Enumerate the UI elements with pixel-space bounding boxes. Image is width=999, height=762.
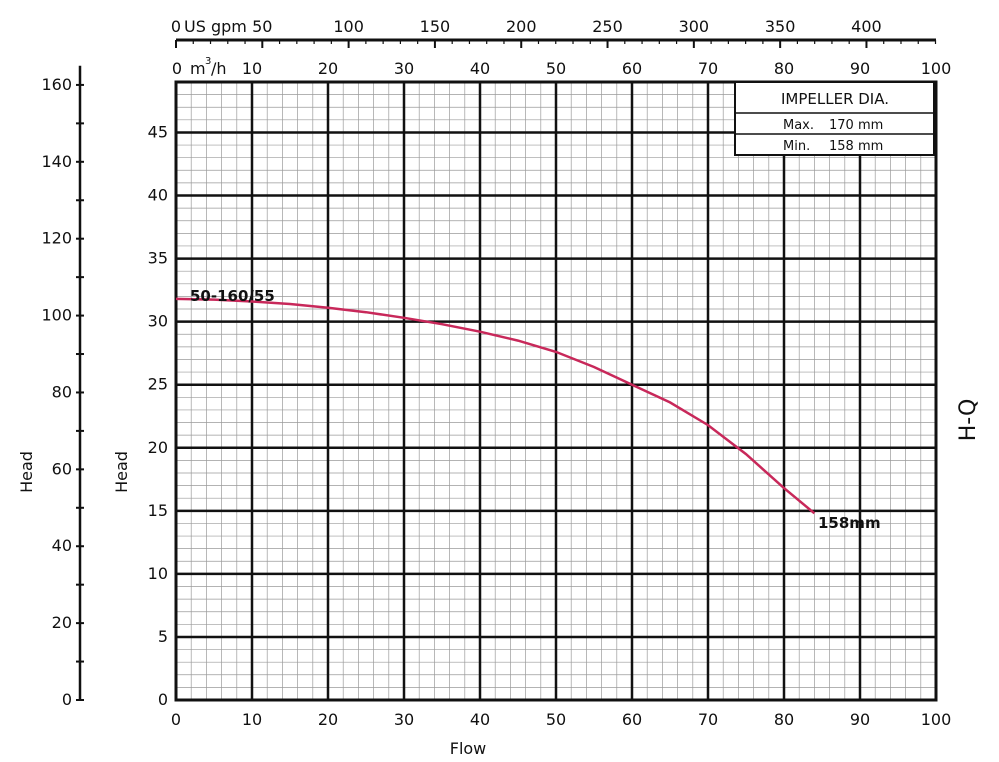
gpm-tick-label: 300 xyxy=(679,17,710,36)
gpm-tick-label: 200 xyxy=(506,17,537,36)
series-name-label: 50-160/55 xyxy=(190,287,275,305)
svg-text:m: m xyxy=(190,59,206,78)
series-line-50-160-55 xyxy=(175,297,816,515)
ft-tick-label: 160 xyxy=(41,75,72,94)
x-tick-label: 20 xyxy=(318,710,338,729)
legend-min-label: Min. xyxy=(783,139,810,154)
m3h-top-axis: 0 10 20 30 40 50 60 70 80 90 100 xyxy=(172,59,952,83)
m-tick-label: 35 xyxy=(148,249,168,268)
legend-max-value: 170 mm xyxy=(829,118,883,133)
x-tick-label: 60 xyxy=(622,710,642,729)
x-axis-title: Flow xyxy=(450,739,487,758)
m3h-tick-label: 100 xyxy=(921,59,952,78)
legend-max-label: Max. xyxy=(783,118,814,133)
m3h-tick-label: 40 xyxy=(470,59,490,78)
x-tick-label: 100 xyxy=(921,710,952,729)
m-tick-label: 0 xyxy=(158,690,168,709)
gpm-tick-label: 0 xyxy=(171,17,181,36)
x-tick-label: 90 xyxy=(850,710,870,729)
m-tick-label: 30 xyxy=(148,312,168,331)
x-tick-label: 10 xyxy=(242,710,262,729)
x-tick-label: 40 xyxy=(470,710,490,729)
m3h-tick-label: 0 xyxy=(172,59,182,78)
y-axis-title-inner: Head xyxy=(112,451,131,493)
m-tick-label: 15 xyxy=(148,501,168,520)
x-tick-label: 70 xyxy=(698,710,718,729)
x-tick-label: 50 xyxy=(546,710,566,729)
m-tick-label: 40 xyxy=(148,186,168,205)
y-axis-title-outer: Head xyxy=(17,451,36,493)
svg-text:3: 3 xyxy=(205,56,211,67)
m3h-tick-label: 70 xyxy=(698,59,718,78)
ft-tick-label: 20 xyxy=(52,613,72,632)
us-gpm-unit-label: US gpm xyxy=(184,17,247,36)
m-tick-label: 10 xyxy=(148,564,168,583)
m3h-tick-label: 20 xyxy=(318,59,338,78)
gpm-tick-label: 400 xyxy=(851,17,882,36)
gpm-tick-label: 250 xyxy=(592,17,623,36)
legend-min-value: 158 mm xyxy=(829,139,883,154)
head-ft-axis: 0 20 40 60 80 100 120 140 160 xyxy=(41,65,84,709)
ft-tick-label: 40 xyxy=(52,536,72,555)
m-tick-label: 20 xyxy=(148,438,168,457)
ft-tick-label: 80 xyxy=(52,382,72,401)
x-tick-label: 0 xyxy=(171,710,181,729)
bottom-flow-axis: 0 10 20 30 40 50 60 70 80 90 100 xyxy=(171,710,951,729)
x-tick-label: 80 xyxy=(774,710,794,729)
legend-title: IMPELLER DIA. xyxy=(781,90,889,108)
gpm-tick-label: 100 xyxy=(333,17,364,36)
ft-tick-label: 0 xyxy=(62,690,72,709)
impeller-legend: IMPELLER DIA. Max. 170 mm Min. 158 mm xyxy=(734,81,935,156)
m3h-tick-label: 90 xyxy=(850,59,870,78)
m-tick-label: 45 xyxy=(148,122,168,141)
m3h-unit-label: m 3 /h xyxy=(190,56,227,78)
m3h-tick-label: 10 xyxy=(242,59,262,78)
m3h-tick-label: 30 xyxy=(394,59,414,78)
ft-tick-label: 100 xyxy=(41,306,72,325)
m-tick-label: 5 xyxy=(158,627,168,646)
us-gpm-axis: 0 50 100 150 200 250 300 350 400 xyxy=(171,17,937,48)
gpm-tick-label: 350 xyxy=(765,17,796,36)
head-m-axis: 0 5 10 15 20 25 30 35 40 45 xyxy=(148,122,168,709)
series-end-label: 158mm xyxy=(818,514,881,532)
m-tick-label: 25 xyxy=(148,375,168,394)
m3h-tick-label: 80 xyxy=(774,59,794,78)
svg-text:/h: /h xyxy=(211,59,227,78)
ft-tick-label: 60 xyxy=(52,459,72,478)
major-grid xyxy=(174,82,938,700)
m3h-tick-label: 60 xyxy=(622,59,642,78)
m3h-tick-label: 50 xyxy=(546,59,566,78)
ft-tick-label: 140 xyxy=(41,152,72,171)
h-q-side-label: H-Q xyxy=(956,399,981,442)
gpm-tick-label: 150 xyxy=(420,17,451,36)
x-tick-label: 30 xyxy=(394,710,414,729)
ft-tick-label: 120 xyxy=(41,229,72,248)
gpm-tick-label: 50 xyxy=(252,17,272,36)
